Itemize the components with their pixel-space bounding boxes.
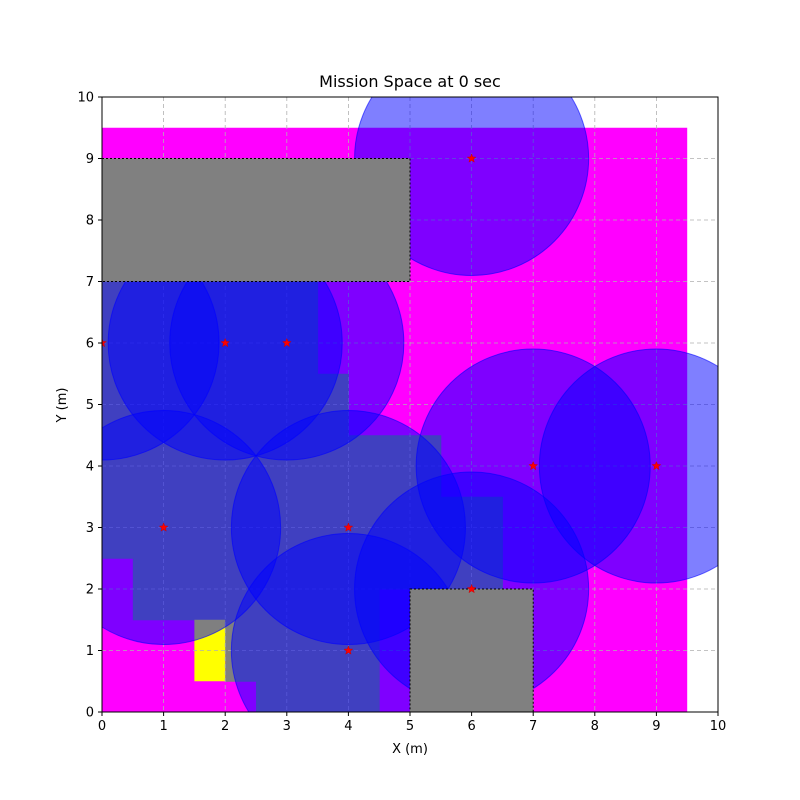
obstacle bbox=[102, 158, 411, 282]
agent-marker bbox=[281, 337, 292, 348]
agent-marker bbox=[102, 337, 107, 348]
x-tick-label: 3 bbox=[283, 719, 291, 734]
x-tick-label: 6 bbox=[467, 719, 475, 734]
agent-marker bbox=[651, 460, 662, 471]
y-axis-label: Y (m) bbox=[55, 388, 70, 424]
x-tick-label: 9 bbox=[652, 719, 660, 734]
agent-marker bbox=[528, 460, 539, 471]
y-tick-label: 9 bbox=[86, 152, 94, 167]
agent-marker bbox=[343, 645, 354, 655]
chart-title: Mission Space at 0 sec bbox=[319, 72, 501, 91]
agent-marker bbox=[466, 583, 477, 594]
obstacle bbox=[409, 588, 534, 712]
plot-area bbox=[102, 97, 718, 712]
y-tick-label: 4 bbox=[86, 460, 94, 475]
x-tick-label: 2 bbox=[221, 719, 229, 734]
target-cell bbox=[194, 650, 226, 682]
y-tick-label: 6 bbox=[86, 337, 94, 352]
y-tick-label: 7 bbox=[86, 275, 94, 290]
agent-marker bbox=[466, 153, 477, 163]
x-tick-label: 7 bbox=[529, 719, 537, 734]
x-tick-label: 0 bbox=[98, 719, 106, 734]
y-tick-label: 0 bbox=[86, 706, 94, 721]
agent-marker bbox=[343, 522, 354, 532]
x-axis-label: X (m) bbox=[392, 742, 428, 757]
x-tick-label: 10 bbox=[710, 719, 727, 734]
y-tick-label: 10 bbox=[77, 91, 94, 106]
y-tick-label: 3 bbox=[86, 521, 94, 536]
agent-marker bbox=[220, 337, 231, 348]
x-tick-label: 1 bbox=[159, 719, 167, 734]
x-tick-label: 4 bbox=[344, 719, 352, 734]
y-tick-label: 2 bbox=[86, 583, 94, 598]
y-tick-label: 5 bbox=[86, 398, 94, 413]
y-tick-label: 8 bbox=[86, 214, 94, 229]
agent-marker bbox=[158, 522, 169, 532]
sensing-circle bbox=[538, 348, 718, 584]
axes: 0 1 2 3 4 5 6 7 8 9 10 0 1 2 3 4 5 6 7 8 9 10 bbox=[77, 91, 726, 735]
x-tick-label: 8 bbox=[591, 719, 599, 734]
x-tick-label: 5 bbox=[406, 719, 414, 734]
y-tick-label: 1 bbox=[86, 644, 94, 659]
